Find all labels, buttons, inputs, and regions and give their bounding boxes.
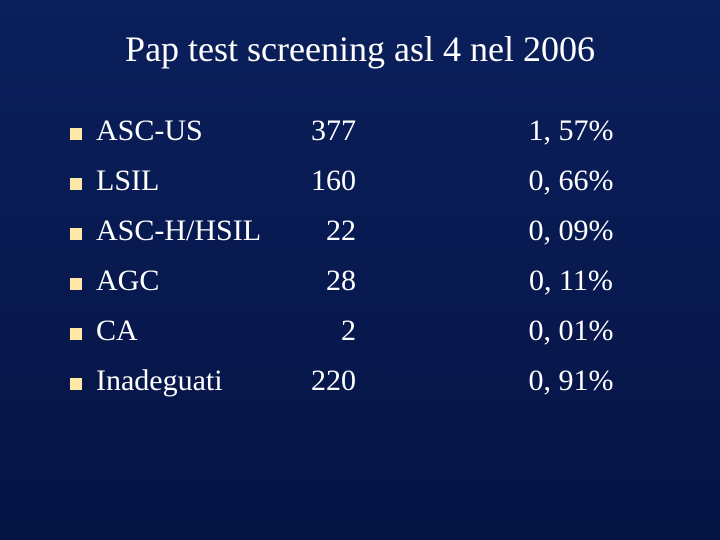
item-percent: 0, 91% (506, 364, 636, 398)
list-item: CA 2 0, 01% (70, 312, 636, 356)
item-percent: 0, 66% (506, 164, 636, 198)
item-count: 160 (286, 164, 356, 198)
list-item: Inadeguati 220 0, 91% (70, 362, 636, 406)
item-percent: 1, 57% (506, 114, 636, 148)
slide-body: ASC-US 377 1, 57% LSIL 160 0, 66% ASC-H/… (44, 112, 676, 406)
item-count: 220 (286, 364, 356, 398)
item-count: 28 (286, 264, 356, 298)
item-label: AGC (96, 264, 286, 298)
item-label: ASC-US (96, 114, 286, 148)
item-count: 22 (286, 214, 356, 248)
item-percent: 0, 09% (506, 214, 636, 248)
item-label: CA (96, 314, 286, 348)
square-bullet-icon (70, 178, 82, 190)
item-percent: 0, 11% (506, 264, 636, 298)
square-bullet-icon (70, 128, 82, 140)
item-label: LSIL (96, 164, 286, 198)
item-label: Inadeguati (96, 364, 286, 398)
list-item: ASC-US 377 1, 57% (70, 112, 636, 156)
square-bullet-icon (70, 228, 82, 240)
item-percent: 0, 01% (506, 314, 636, 348)
item-count: 2 (286, 314, 356, 348)
square-bullet-icon (70, 378, 82, 390)
slide: Pap test screening asl 4 nel 2006 ASC-US… (0, 0, 720, 540)
list-item: ASC-H/HSIL 22 0, 09% (70, 212, 636, 256)
list-item: LSIL 160 0, 66% (70, 162, 636, 206)
slide-title: Pap test screening asl 4 nel 2006 (44, 28, 676, 70)
square-bullet-icon (70, 328, 82, 340)
square-bullet-icon (70, 278, 82, 290)
item-count: 377 (286, 114, 356, 148)
item-label: ASC-H/HSIL (96, 214, 286, 248)
list-item: AGC 28 0, 11% (70, 262, 636, 306)
